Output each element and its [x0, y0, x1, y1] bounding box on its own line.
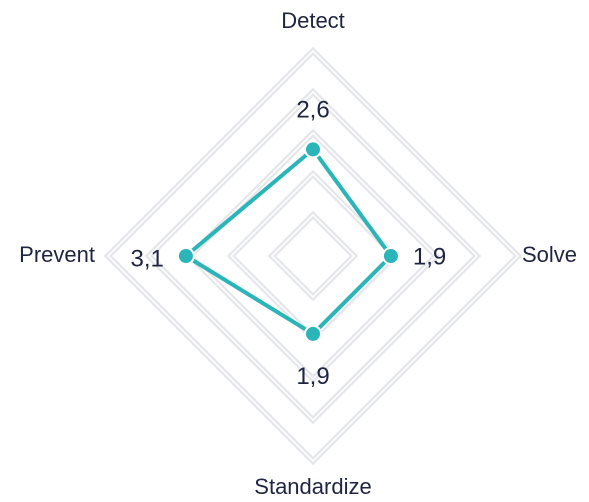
- data-point: [304, 324, 322, 343]
- grid-ring-inner: [106, 49, 520, 463]
- grid-ring-inner: [147, 90, 479, 422]
- axis-label: Solve: [522, 242, 577, 267]
- axis-label: Detect: [281, 8, 345, 33]
- value-label: 2,6: [296, 97, 329, 124]
- data-point: [304, 140, 322, 159]
- value-label: 3,1: [131, 245, 164, 272]
- axis-label: Prevent: [19, 242, 95, 267]
- grid-ring-inner: [188, 131, 438, 381]
- data-point: [381, 247, 400, 265]
- data-point: [176, 247, 195, 265]
- grid-ring: [267, 210, 359, 302]
- axis-label: Standardize: [254, 474, 371, 499]
- grid-ring-inner: [270, 213, 356, 299]
- value-label: 1,9: [296, 363, 329, 390]
- value-label: 1,9: [413, 243, 446, 270]
